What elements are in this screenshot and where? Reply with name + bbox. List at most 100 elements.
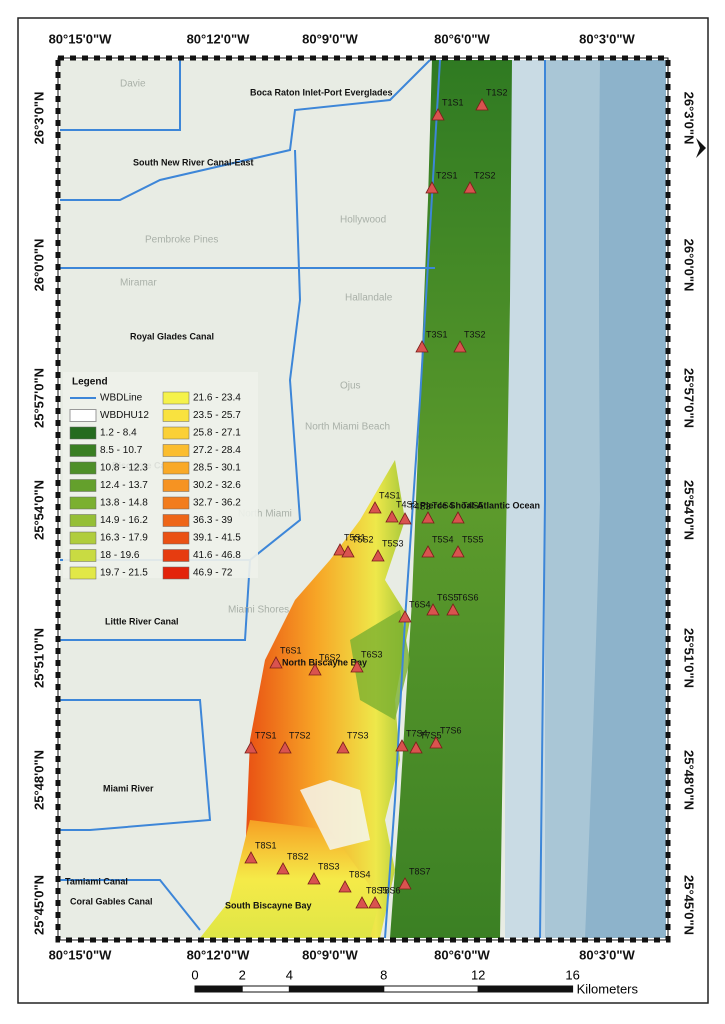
lat-label: 25°57'0"N [682,368,697,428]
station-marker [398,877,412,890]
scale-label: 4 [286,967,293,982]
station-marker [276,862,290,875]
legend-label: 46.9 - 72 [193,568,233,579]
station-label: T7S4 [406,728,428,738]
lon-label: 80°6'0"W [434,947,490,962]
station-label: T8S3 [318,861,340,871]
station-label: T7S6 [440,725,462,735]
lon-label: 80°15'0"W [49,947,113,962]
lat-label: 26°0'0"N [682,239,697,292]
legend-swatch [69,514,97,527]
lat-label: 25°48'0"N [31,750,46,810]
legend-label: WBDHU12 [100,410,149,421]
wbd-line [539,60,546,939]
station-marker [446,603,460,616]
legend-label: 14.9 - 16.2 [100,515,148,526]
legend-label: 30.2 - 32.6 [193,480,241,491]
scale-label: 12 [471,967,485,982]
legend-label: 21.6 - 23.4 [193,393,241,404]
legend-swatch [162,566,190,580]
basemap-label: Pembroke Pines [145,235,218,246]
station-marker [453,340,467,353]
legend-swatch [162,444,190,457]
legend-label: WBDLine [100,393,143,404]
legend-label: 28.5 - 30.1 [193,463,241,474]
station-marker [308,663,322,676]
legend-swatch [162,426,190,440]
legend-label: 12.4 - 13.7 [100,480,148,491]
scale-label: 8 [380,967,387,982]
station-label: T6S5 [437,592,459,602]
station-label: T4S4 [432,500,454,510]
station-label: T7S3 [347,730,369,740]
bay-green-patch [350,610,410,720]
legend-swatch [69,426,97,440]
legend-swatch [69,566,97,580]
legend-label: 27.2 - 28.4 [193,445,241,456]
basemap-label: Miramar [120,278,157,289]
station-marker [355,896,369,909]
station-label: T4S5 [462,500,484,510]
station-label: T2S2 [474,170,496,180]
station-marker [395,739,409,752]
scale-label: 16 [565,967,579,982]
station-marker [425,181,439,194]
lat-label: 25°45'0"N [31,875,46,935]
legend-swatch [162,391,190,405]
station-marker [338,880,352,893]
legend-swatch [162,461,190,475]
basemap-label: North Miami [238,509,292,520]
basemap-label: Ojus [340,381,361,392]
scale-label: 2 [239,967,246,982]
legend-swatch [69,479,97,492]
lat-label: 26°3'0"N [682,92,697,145]
legend-swatch [69,531,97,545]
station-marker [475,98,489,111]
legend-swatch [162,409,190,422]
lat-label: 25°54'0"N [682,480,697,540]
deep-water [585,60,666,938]
station-label: T6S1 [280,645,302,655]
lat-label: 25°57'0"N [31,368,46,428]
station-label: T1S1 [442,97,464,107]
basemap-label: Miami Shores [228,605,289,616]
lon-label: 80°9'0"W [302,947,358,962]
station-marker [368,896,382,909]
scale-unit: Kilometers [577,981,639,996]
legend-swatch [162,479,190,492]
station-marker [451,511,465,524]
scale-segment [477,985,574,993]
region-label: Royal Glades Canal [130,331,214,341]
station-marker [269,656,283,669]
watershed-lines [60,59,546,939]
station-label: T7S1 [255,730,277,740]
station-label: T8S2 [287,851,309,861]
lat-label: 26°0'0"N [31,239,46,292]
lon-label: 80°12'0"W [187,947,251,962]
lon-label: 80°3'0"W [579,947,635,962]
legend-label: 32.7 - 36.2 [193,498,241,509]
station-label: T2S1 [436,170,458,180]
region-label: Miami River [103,783,154,793]
region-label: Coral Gables Canal [70,896,153,906]
wbd-line [60,699,212,831]
legend-label: 18 - 19.6 [100,550,140,561]
basemap-label: Hollywood [340,215,386,226]
lat-label: 25°48'0"N [682,750,697,810]
station-marker [398,512,412,525]
legend-swatch [69,461,97,475]
basemap-label: Davie [120,79,146,90]
station-label: T6S2 [319,652,341,662]
lat-label: 25°51'0"N [682,628,697,688]
wbd-line [249,149,302,561]
station-label: T8S4 [349,869,371,879]
station-marker [307,872,321,885]
station-label: T8S5 [366,885,388,895]
station-marker [463,181,477,194]
wbd-line [60,60,181,131]
station-label: T3S1 [426,329,448,339]
